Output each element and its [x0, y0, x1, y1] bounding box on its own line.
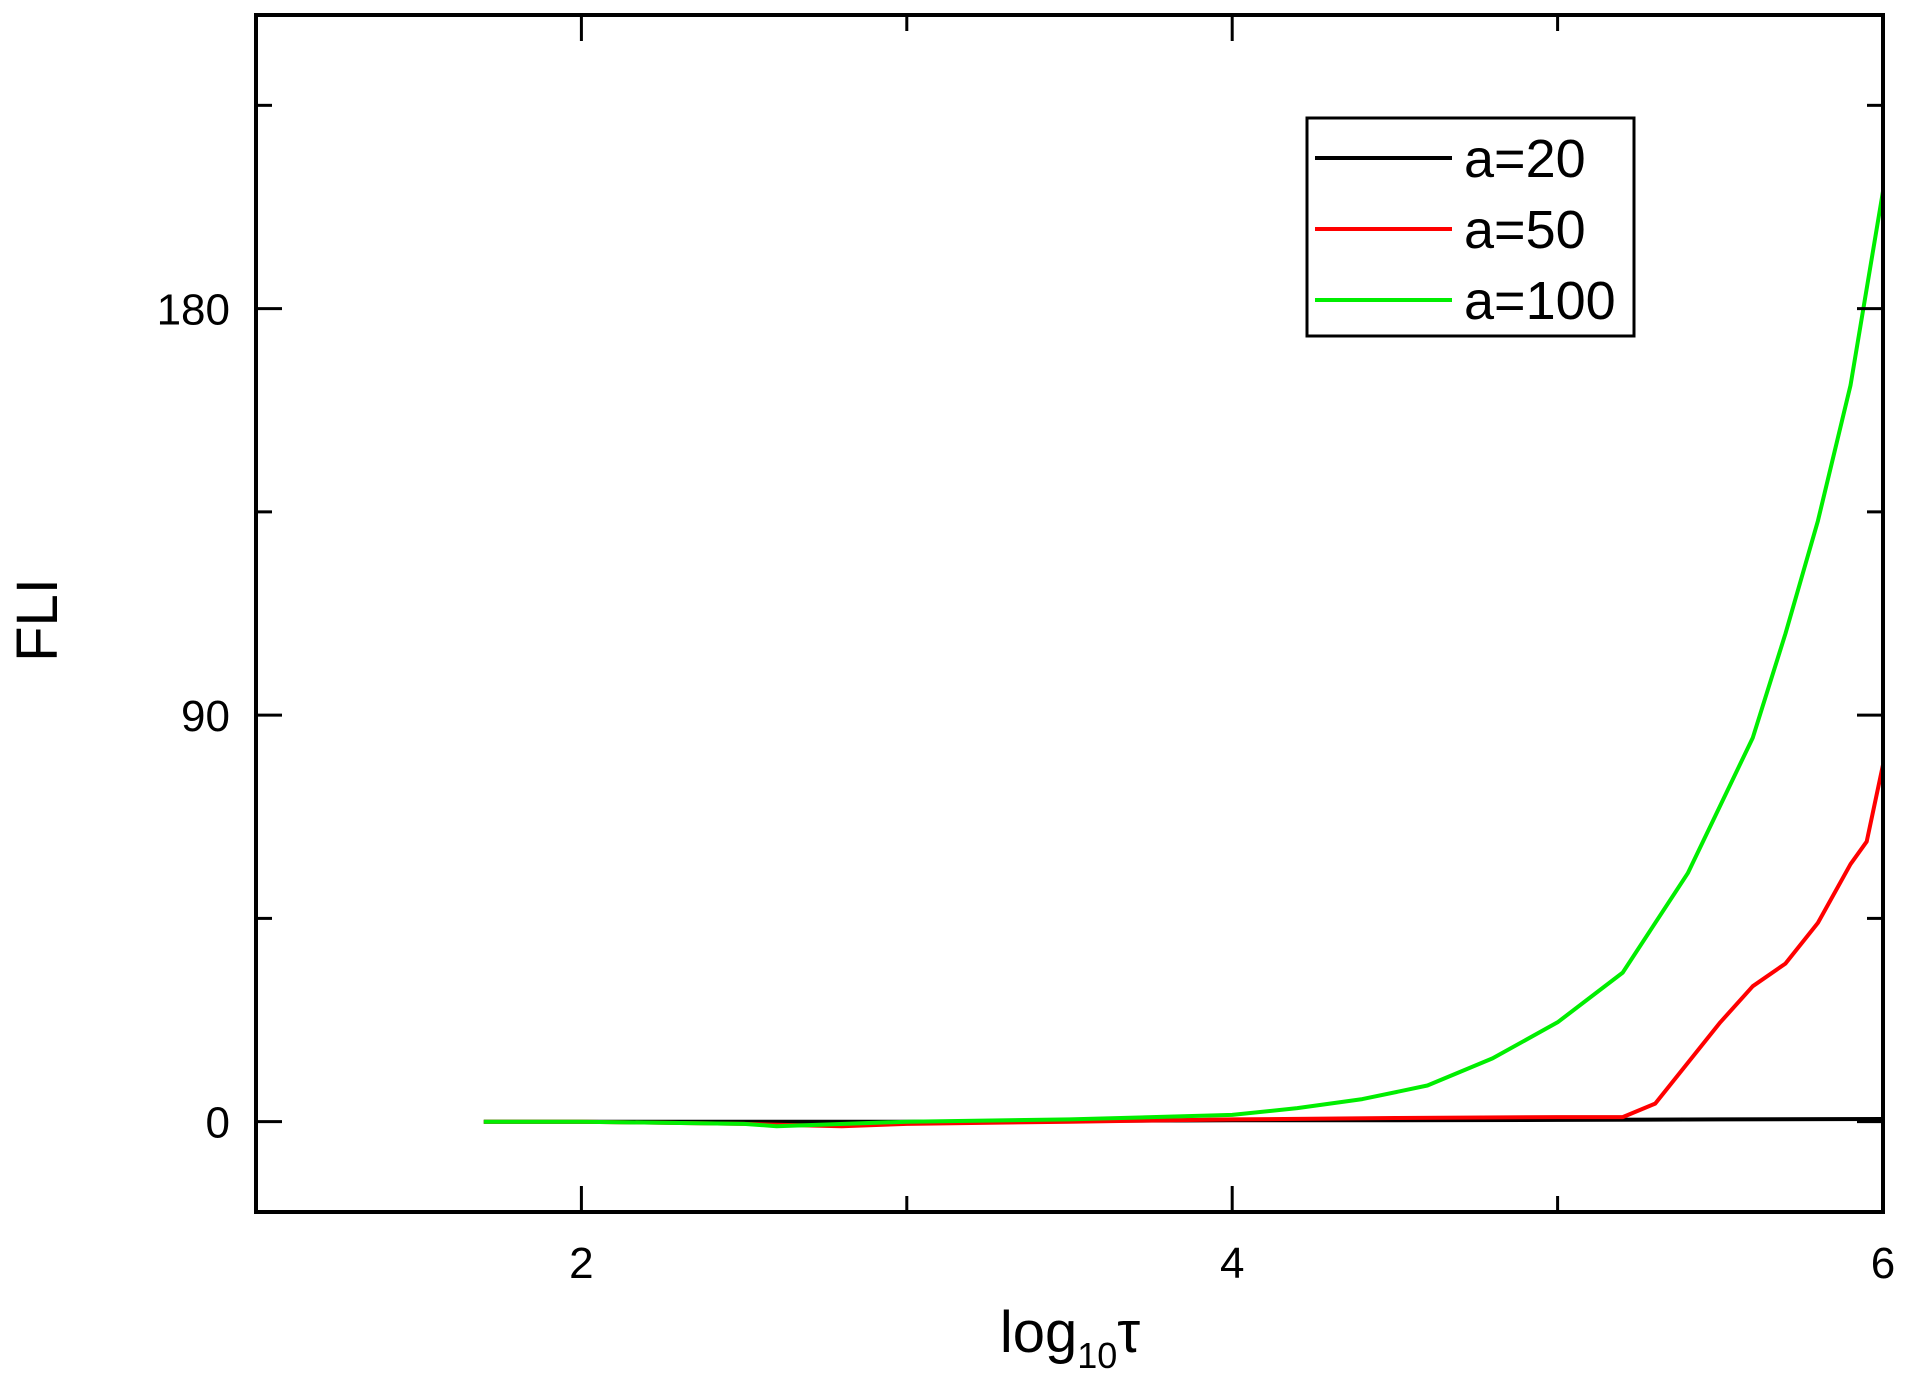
x-tick-label: 2 [569, 1239, 593, 1288]
legend-label-a50: a=50 [1464, 200, 1586, 260]
ticks-layer: 2 4 6 0 90 180 [157, 15, 1895, 1288]
x-axis-label: log10τ [1000, 1300, 1140, 1376]
legend-label-a100: a=100 [1464, 271, 1616, 331]
plot-frame [254, 13, 1885, 1214]
x-axis-label-symbol: τ [1117, 1300, 1140, 1365]
series-line-a=100 [483, 190, 1885, 1129]
x-tick-label: 4 [1220, 1239, 1244, 1288]
legend-label-a20: a=20 [1464, 129, 1586, 189]
series-line-a=50 [483, 764, 1885, 1129]
legend: a=20 a=50 a=100 [1305, 116, 1636, 338]
x-axis-label-subscript: 10 [1077, 1335, 1117, 1376]
series-layer [483, 190, 1885, 1129]
y-tick-label: 180 [157, 286, 230, 335]
y-axis-label: FLI [5, 578, 70, 662]
y-tick-label: 90 [181, 692, 230, 741]
y-tick-label: 0 [206, 1099, 230, 1148]
x-tick-label: 6 [1871, 1239, 1895, 1288]
x-axis-label-base: log [1000, 1300, 1077, 1365]
